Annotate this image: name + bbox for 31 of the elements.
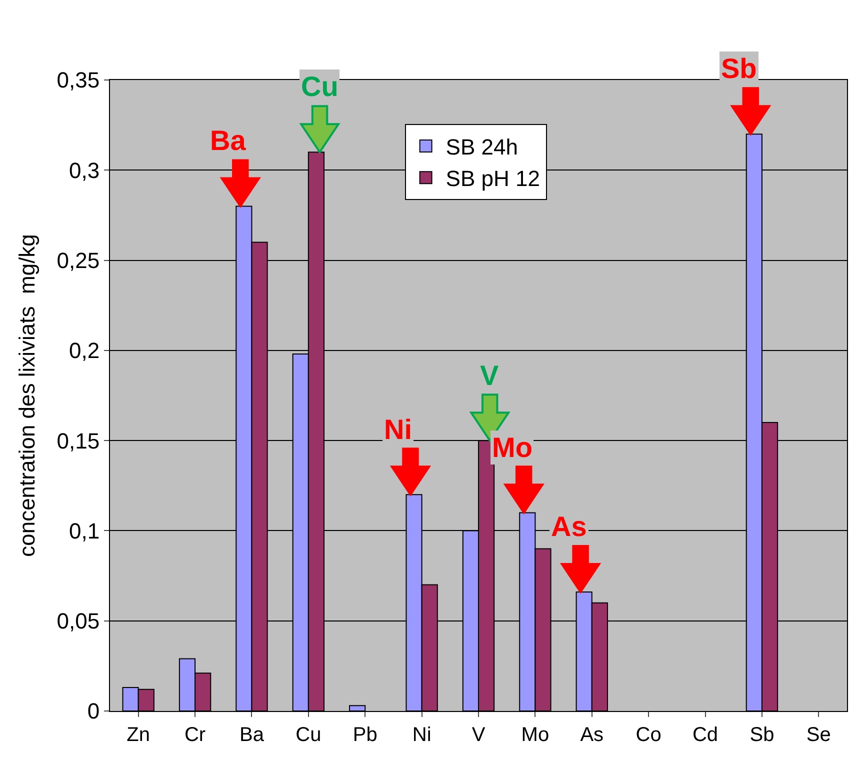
y-tick-label: 0,25 <box>56 248 100 273</box>
y-tick-label: 0,15 <box>56 428 100 454</box>
x-tick-label: Mo <box>521 724 550 746</box>
x-tick-label: Zn <box>126 724 150 746</box>
y-tick-label: 0,3 <box>69 158 100 183</box>
y-tick-label: 0,2 <box>69 338 100 364</box>
x-tick-label: Cr <box>184 724 206 746</box>
x-tick-label: Cd <box>692 724 718 746</box>
annotation: Ba <box>210 125 246 156</box>
x-tick-label: Sb <box>750 724 774 746</box>
x-tick-label: Co <box>636 724 662 746</box>
x-tick-label: Ba <box>239 724 265 746</box>
y-tick-label: 0,35 <box>56 68 100 93</box>
x-tick-label: Pb <box>352 724 378 746</box>
y-tick-label: 0 <box>87 698 100 724</box>
annotation: Mo <box>492 432 532 463</box>
annotation: Sb <box>721 53 757 84</box>
annotation: Ni <box>384 414 412 445</box>
y-tick-label: 0,1 <box>69 518 100 544</box>
annotation: Cu <box>301 71 338 102</box>
y-tick-label: 0,05 <box>56 608 100 634</box>
x-tick-label: Cu <box>296 724 322 746</box>
annotation: As <box>551 511 587 542</box>
legend-label: SB pH 12 <box>446 166 540 192</box>
x-tick-label: Ni <box>412 724 432 746</box>
y-axis-title: concentration des lixiviats mg/kg <box>14 234 40 557</box>
annotation: V <box>480 360 499 391</box>
x-tick-label: V <box>472 724 486 746</box>
x-tick-label: Se <box>806 724 831 746</box>
legend-label: SB 24h <box>446 134 518 160</box>
x-tick-label: As <box>580 724 604 746</box>
